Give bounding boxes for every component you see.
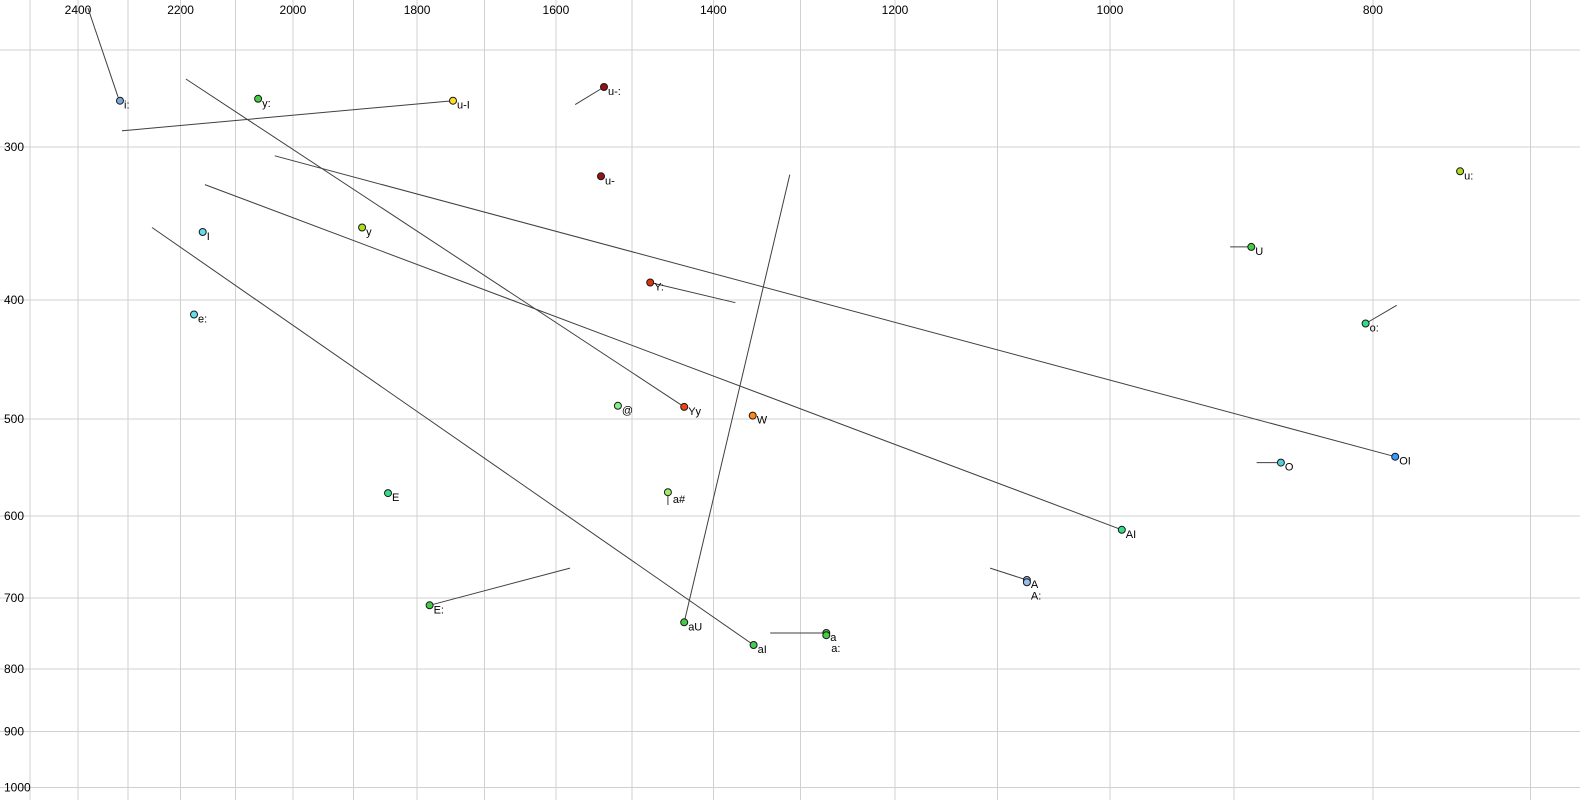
vowel-point[interactable] [358, 223, 367, 232]
vowel-point[interactable] [613, 401, 622, 410]
vowel-point[interactable] [1361, 319, 1370, 328]
x-axis-tick-label: 800 [1363, 3, 1383, 17]
vowel-point[interactable] [425, 601, 434, 610]
vowel-label: i: [124, 100, 130, 112]
trajectory-line [683, 174, 791, 623]
vowel-point[interactable] [384, 489, 392, 498]
vowel-label: aU [688, 621, 702, 633]
vowel-label: u: [1464, 170, 1473, 182]
vowel-point[interactable] [1117, 525, 1126, 534]
vowel-point[interactable] [646, 278, 655, 287]
y-axis-tick-label: 800 [4, 662, 24, 676]
vowel-label: O [1285, 462, 1294, 474]
vowel-label: Y: [654, 282, 664, 294]
vowel-label: u-: [608, 86, 621, 98]
trajectory-line [429, 567, 571, 606]
trajectory-line [87, 7, 119, 97]
y-axis-tick-label: 500 [4, 412, 24, 426]
y-axis-tick-label: 700 [4, 591, 24, 605]
y-axis-tick-label: 300 [4, 140, 24, 154]
x-axis-tick-label: 1200 [882, 3, 909, 17]
vowel-label: e: [198, 314, 207, 326]
trajectory-line [185, 78, 685, 408]
vowel-label: AI [1126, 529, 1136, 541]
trajectory-line [650, 282, 736, 304]
vowel-label: OI [1399, 456, 1411, 468]
vowel-point[interactable] [1456, 167, 1465, 176]
vowel-point[interactable] [1276, 458, 1285, 467]
trajectory-line [989, 567, 1028, 581]
trajectory-line [574, 86, 605, 106]
y-axis-tick-label: 900 [4, 725, 24, 739]
vowel-label: E: [434, 604, 444, 616]
vowel-point[interactable] [663, 488, 672, 497]
vowel-point[interactable] [680, 618, 689, 627]
vowel-point[interactable] [449, 96, 457, 105]
vowel-point[interactable] [190, 310, 198, 319]
vowel-point[interactable] [254, 94, 263, 103]
trajectory-line [204, 184, 1122, 531]
vowel-point[interactable] [748, 411, 757, 420]
trajectory-line [121, 100, 454, 132]
vowel-point[interactable] [1022, 578, 1031, 587]
y-axis-tick-label: 1000 [4, 781, 31, 795]
vowel-label: y: [262, 98, 271, 110]
vowel-label: E [392, 492, 399, 504]
vowel-point[interactable] [600, 83, 608, 91]
vowel-label: Yy [688, 406, 701, 418]
trajectory-line [274, 155, 1396, 458]
trajectory-line [151, 227, 754, 646]
vowel-label: u-I [457, 100, 470, 112]
vowel-point[interactable] [680, 402, 689, 411]
vowel-point[interactable] [1247, 242, 1256, 251]
x-axis-tick-label: 1600 [543, 3, 570, 17]
vowel-point[interactable] [198, 228, 207, 236]
vowel-label: u- [605, 175, 615, 187]
vowel-point[interactable] [1391, 452, 1400, 461]
vowel-label: aI [758, 644, 767, 656]
vowel-label: y [366, 227, 372, 239]
vowel-label: a: [831, 643, 840, 655]
x-axis-tick-label: 2000 [280, 3, 307, 17]
y-axis-tick-label: 600 [4, 509, 24, 523]
vowel-label: a# [673, 494, 686, 506]
x-axis-tick-label: 2200 [167, 3, 194, 17]
vowel-label: I [207, 231, 210, 243]
x-axis-tick-label: 1000 [1097, 3, 1124, 17]
vowel-label: a [830, 632, 837, 644]
vowel-label: U [1255, 246, 1263, 258]
vowel-point[interactable] [749, 641, 758, 649]
vowel-label: A: [1031, 590, 1041, 602]
y-axis-tick-label: 400 [4, 293, 24, 307]
vowel-label: A [1031, 579, 1039, 591]
vowel-label: @ [622, 405, 633, 417]
vowel-point[interactable] [822, 631, 831, 640]
trajectory-line [1365, 304, 1397, 324]
vowel-point[interactable] [116, 96, 124, 105]
vowel-label: o: [1370, 323, 1379, 335]
x-axis-tick-label: 1400 [700, 3, 727, 17]
x-axis-tick-label: 2400 [65, 3, 92, 17]
vowel-point[interactable] [597, 172, 605, 181]
vowel-label: W [757, 415, 768, 427]
x-axis-tick-label: 1800 [404, 3, 431, 17]
